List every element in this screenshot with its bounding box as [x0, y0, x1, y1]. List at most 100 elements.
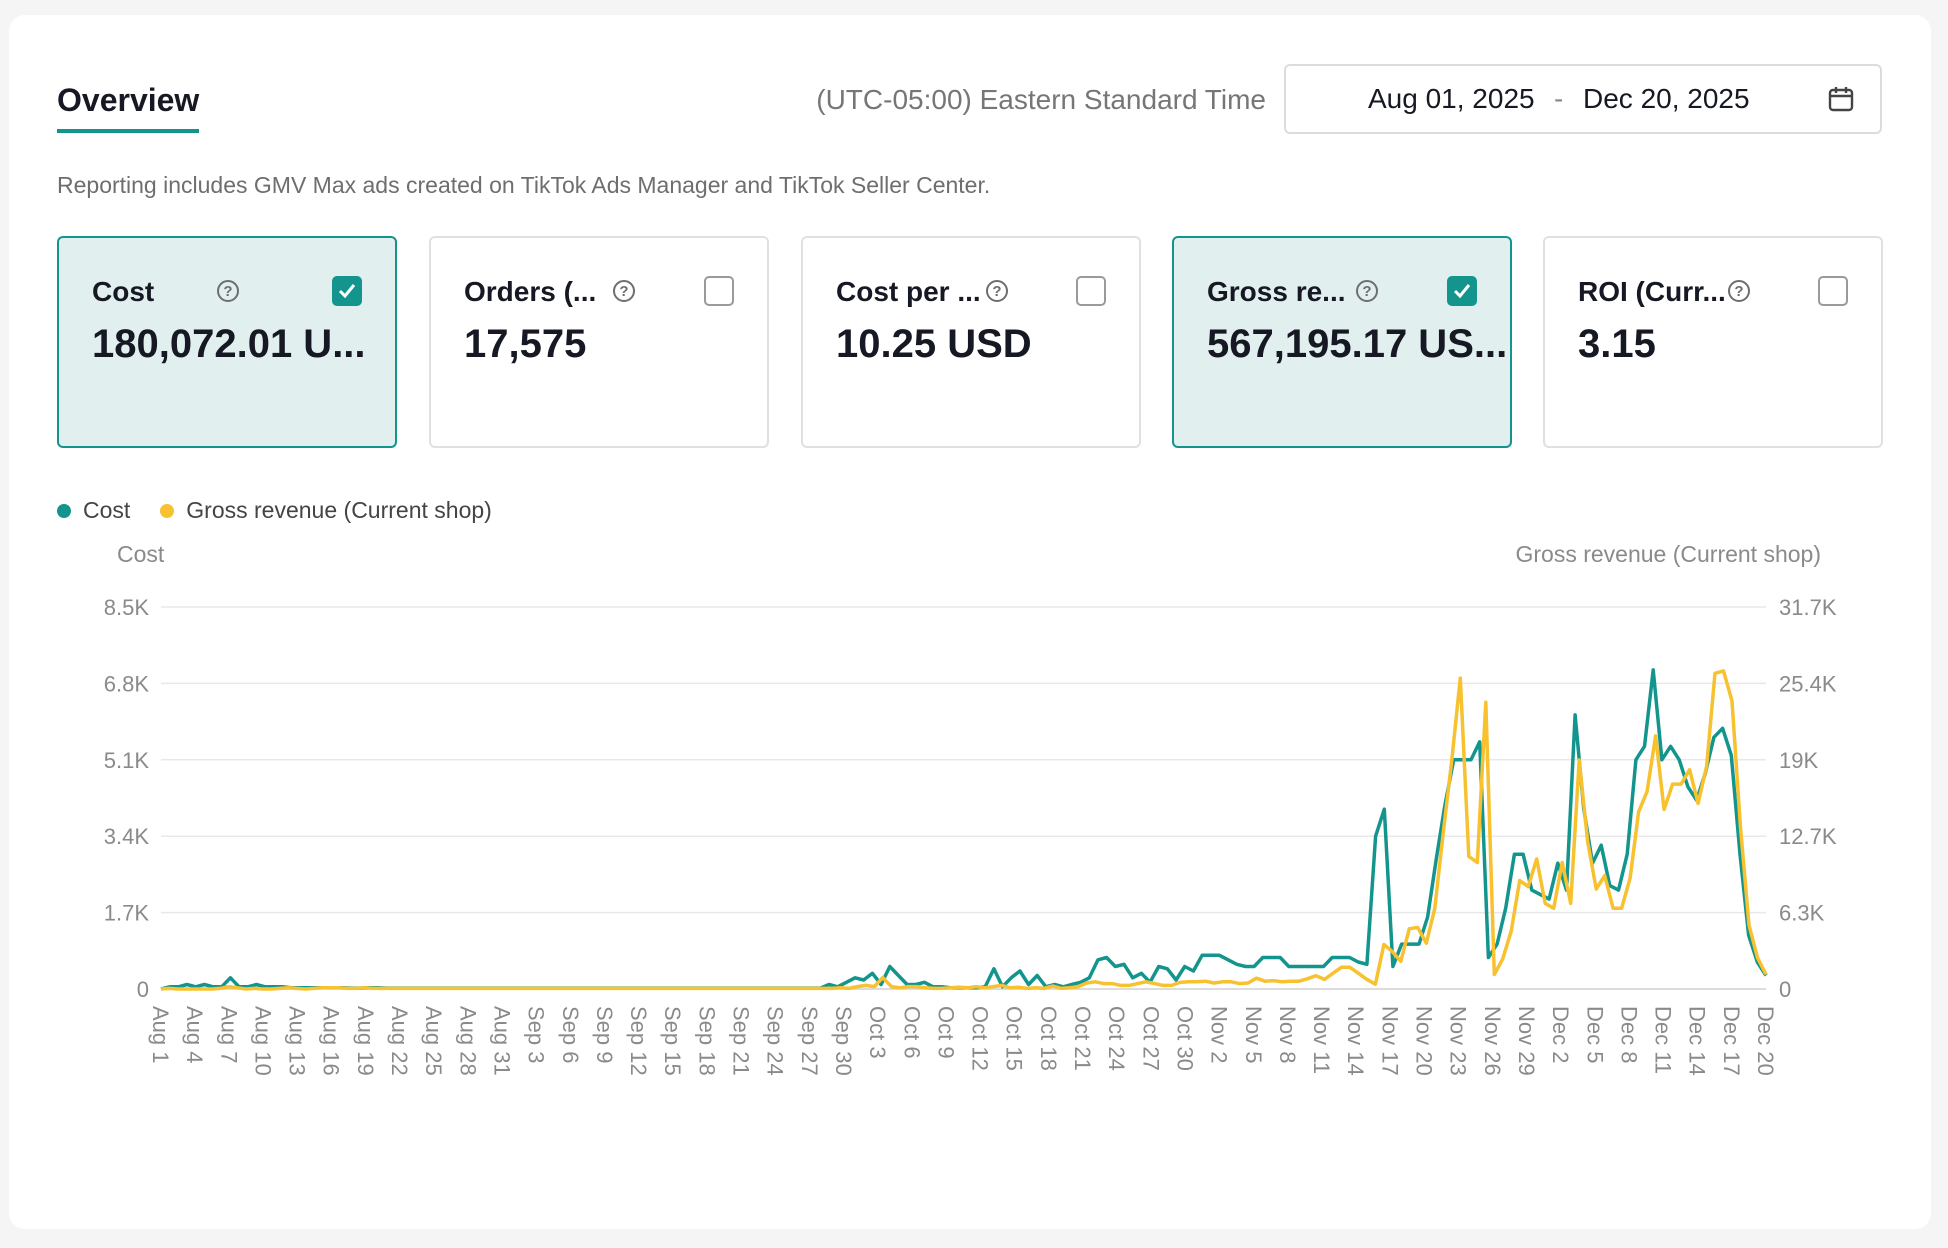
x-tick-label: Nov 5	[1241, 1006, 1266, 1063]
y-right-tick-label: 25.4K	[1779, 671, 1837, 696]
y-left-tick-label: 3.4K	[104, 824, 150, 849]
x-tick-label: Nov 11	[1309, 1006, 1334, 1074]
x-tick-label: Oct 21	[1070, 1006, 1095, 1071]
date-separator: -	[1554, 83, 1564, 114]
metric-card-roi[interactable]: ROI (Curr... ? 3.15	[1543, 236, 1883, 448]
x-tick-label: Sep 12	[626, 1006, 651, 1076]
metric-value: 180,072.01 U...	[92, 322, 366, 366]
legend-dot-icon	[160, 503, 175, 518]
calendar-icon[interactable]	[1827, 85, 1855, 120]
help-icon[interactable]: ?	[613, 280, 635, 302]
y-right-tick-label: 31.7K	[1779, 595, 1837, 620]
y-left-tick-label: 1.7K	[104, 901, 150, 926]
y-right-tick-label: 19K	[1779, 748, 1818, 773]
metric-value: 10.25 USD	[836, 322, 1032, 366]
x-tick-label: Nov 14	[1343, 1006, 1368, 1076]
help-icon[interactable]: ?	[986, 280, 1008, 302]
metric-value: 17,575	[464, 322, 587, 366]
x-tick-label: Aug 13	[285, 1006, 310, 1076]
metric-value: 3.15	[1578, 322, 1656, 366]
metric-checkbox[interactable]	[1076, 276, 1106, 306]
metric-label: Cost per ...	[836, 276, 981, 307]
x-tick-label: Aug 28	[455, 1006, 480, 1076]
x-tick-label: Nov 29	[1514, 1006, 1539, 1076]
tab-overview[interactable]: Overview	[57, 82, 200, 118]
y-left-tick-label: 6.8K	[104, 671, 150, 696]
legend-item-cost[interactable]: Cost	[57, 497, 130, 524]
x-tick-label: Nov 2	[1207, 1006, 1232, 1063]
legend-dot-icon	[57, 503, 71, 518]
metric-checkbox[interactable]	[1818, 276, 1848, 306]
x-tick-label: Dec 20	[1753, 1006, 1778, 1076]
x-tick-label: Aug 25	[421, 1006, 446, 1076]
metric-label: Cost	[92, 276, 155, 307]
y-axis-right-title: Gross revenue (Current shop)	[1515, 541, 1821, 567]
date-range-picker[interactable]: Aug 01, 2025 - Dec 20, 2025	[1284, 64, 1882, 134]
x-tick-label: Oct 24	[1104, 1006, 1129, 1071]
metric-checkbox[interactable]	[704, 276, 734, 306]
x-tick-label: Dec 14	[1685, 1006, 1710, 1076]
metric-card-orders[interactable]: Orders (... ? 17,575	[429, 236, 769, 448]
x-tick-label: Dec 8	[1616, 1006, 1641, 1063]
help-icon[interactable]: ?	[1728, 280, 1750, 302]
legend-label: Cost	[83, 497, 131, 523]
x-tick-label: Sep 30	[831, 1006, 856, 1076]
x-tick-label: Nov 17	[1377, 1006, 1402, 1076]
x-tick-label: Oct 18	[1036, 1006, 1061, 1071]
y-right-tick-label: 0	[1779, 977, 1791, 1002]
x-tick-label: Sep 6	[558, 1006, 583, 1064]
x-tick-label: Aug 31	[489, 1006, 514, 1076]
metric-label: Gross re...	[1207, 276, 1346, 307]
y-right-tick-label: 12.7K	[1779, 824, 1837, 849]
y-left-tick-label: 5.1K	[104, 748, 150, 773]
x-tick-label: Sep 18	[694, 1006, 719, 1076]
x-tick-label: Aug 1	[148, 1006, 173, 1064]
y-axis-left-title: Cost	[117, 541, 165, 567]
metric-card-gross-revenue[interactable]: Gross re... ? 567,195.17 US...	[1172, 236, 1512, 448]
tab-active-indicator	[57, 129, 199, 133]
revenue-series-line	[160, 669, 1768, 991]
x-tick-label: Nov 20	[1412, 1006, 1437, 1076]
x-tick-label: Aug 4	[182, 1006, 207, 1064]
metric-checkbox[interactable]	[332, 276, 362, 306]
metric-card-cost-per-order[interactable]: Cost per ... ? 10.25 USD	[801, 236, 1141, 448]
x-tick-label: Aug 16	[319, 1006, 344, 1076]
metric-value: 567,195.17 US...	[1207, 322, 1508, 366]
x-tick-label: Sep 24	[763, 1006, 788, 1076]
chart-legend: Cost Gross revenue (Current shop)	[57, 497, 522, 524]
date-end[interactable]: Dec 20, 2025	[1583, 83, 1750, 114]
x-tick-label: Dec 5	[1582, 1006, 1607, 1063]
x-tick-label: Dec 17	[1719, 1006, 1744, 1076]
legend-label: Gross revenue (Current shop)	[186, 497, 492, 523]
x-tick-label: Oct 30	[1172, 1006, 1197, 1071]
y-left-tick-label: 8.5K	[104, 595, 150, 620]
x-tick-label: Aug 10	[250, 1006, 275, 1076]
legend-item-revenue[interactable]: Gross revenue (Current shop)	[160, 497, 492, 524]
x-tick-label: Nov 26	[1480, 1006, 1505, 1076]
x-tick-label: Nov 23	[1446, 1006, 1471, 1076]
y-right-tick-label: 6.3K	[1779, 901, 1825, 926]
x-tick-label: Oct 12	[968, 1006, 993, 1071]
x-tick-label: Sep 3	[524, 1006, 549, 1064]
help-icon[interactable]: ?	[1356, 280, 1378, 302]
x-tick-label: Sep 27	[797, 1006, 822, 1076]
x-tick-label: Nov 8	[1275, 1006, 1300, 1063]
x-tick-label: Oct 3	[865, 1006, 890, 1059]
reporting-notice: Reporting includes GMV Max ads created o…	[57, 172, 991, 198]
metric-label: ROI (Curr...	[1578, 276, 1726, 307]
metric-label: Orders (...	[464, 276, 597, 307]
metric-checkbox[interactable]	[1447, 276, 1477, 306]
x-tick-label: Oct 9	[933, 1006, 958, 1059]
x-tick-label: Sep 21	[729, 1006, 754, 1076]
x-tick-label: Aug 7	[216, 1006, 241, 1064]
help-icon[interactable]: ?	[217, 280, 239, 302]
metric-card-cost[interactable]: Cost ? 180,072.01 U...	[57, 236, 397, 448]
date-start[interactable]: Aug 01, 2025	[1368, 83, 1535, 114]
x-tick-label: Oct 6	[899, 1006, 924, 1059]
x-tick-label: Aug 19	[353, 1006, 378, 1076]
x-tick-label: Dec 11	[1651, 1006, 1676, 1074]
overview-panel	[9, 15, 1931, 1229]
x-tick-label: Oct 27	[1138, 1006, 1163, 1071]
x-tick-label: Dec 2	[1548, 1006, 1573, 1063]
